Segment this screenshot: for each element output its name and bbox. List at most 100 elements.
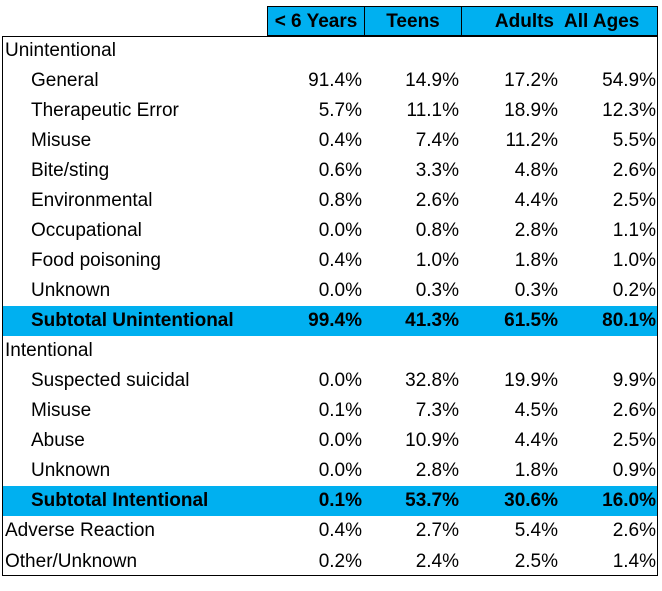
cell-value: 0.9% (612, 460, 656, 481)
cell-value: 61.5% (504, 310, 558, 331)
cell-value: 0.6% (318, 160, 362, 181)
table-row: Unknown 0.0% 0.3% 0.3% 0.2% (2, 276, 658, 306)
cell-value: 0.8% (318, 190, 362, 211)
row-label: Unintentional (5, 40, 116, 61)
table-row: Food poisoning 0.4% 1.0% 1.8% 1.0% (2, 246, 658, 276)
cell-value: 0.3% (514, 280, 558, 301)
cell-value: 0.0% (318, 220, 362, 241)
subtotal-row: Subtotal Unintentional 99.4% 41.3% 61.5% 80.… (2, 306, 658, 336)
cell-value: 1.0% (612, 250, 656, 271)
row-label: General (31, 70, 99, 91)
header-row: < 6 Years Teens Adults All Ages (2, 6, 658, 36)
table-row: Bite/sting 0.6% 3.3% 4.8% 2.6% (2, 156, 658, 186)
table-row: Environmental 0.8% 2.6% 4.4% 2.5% (2, 186, 658, 216)
cell-value: 5.4% (514, 520, 558, 541)
header-under-6: < 6 Years (267, 6, 364, 36)
cell-value: 2.6% (612, 520, 656, 541)
cell-value: 0.1% (318, 490, 362, 511)
cell-value: 17.2% (504, 70, 558, 91)
cell-value: 2.7% (415, 520, 459, 541)
row-label: Other/Unknown (5, 551, 138, 572)
cell-value: 2.6% (612, 160, 656, 181)
cell-value: 53.7% (405, 490, 459, 511)
cell-value: 0.0% (318, 370, 362, 391)
cell-value: 2.6% (612, 400, 656, 421)
row-label: Misuse (31, 400, 92, 421)
subtotal-row: Subtotal Intentional 0.1% 53.7% 30.6% 16.0% (2, 486, 658, 516)
cell-value: 9.9% (612, 370, 656, 391)
table-row: General 91.4% 14.9% 17.2% 54.9% (2, 66, 658, 96)
row-label: Environmental (31, 190, 153, 211)
section-row: Unintentional (2, 36, 658, 66)
table-body: Unintentional General 91.4% 14.9% 17.2% 54.9%… (2, 36, 658, 578)
cell-value: 3.3% (415, 160, 459, 181)
cell-value: 2.5% (612, 430, 656, 451)
table-row: Therapeutic Error 5.7% 11.1% 18.9% 12.3% (2, 96, 658, 126)
cell-value: 1.4% (612, 551, 656, 572)
cell-value: 99.4% (308, 310, 362, 331)
cell-value: 11.2% (505, 130, 558, 151)
cell-value: 91.4% (308, 70, 362, 91)
cell-value: 54.9% (602, 70, 656, 91)
cell-value: 0.2% (612, 280, 656, 301)
cell-value: 2.6% (415, 190, 459, 211)
cell-value: 0.8% (415, 220, 459, 241)
cell-value: 5.5% (612, 130, 656, 151)
cell-value: 0.0% (318, 280, 362, 301)
row-label: Therapeutic Error (31, 100, 179, 121)
cell-value: 0.4% (318, 250, 362, 271)
row-label: Abuse (31, 430, 85, 451)
cell-value: 14.9% (405, 70, 459, 91)
section-row: Other/Unknown 0.2% 2.4% 2.5% 1.4% (2, 546, 658, 578)
cell-value: 18.9% (504, 100, 558, 121)
cell-value: 4.8% (514, 160, 558, 181)
table-row: Unknown 0.0% 2.8% 1.8% 0.9% (2, 456, 658, 486)
cell-value: 32.8% (405, 370, 459, 391)
cell-value: 16.0% (602, 490, 656, 511)
row-label: Unknown (31, 460, 111, 481)
row-label: Unknown (31, 280, 111, 301)
row-label: Food poisoning (31, 250, 161, 271)
row-label: Subtotal Intentional (31, 490, 209, 511)
cell-value: 10.9% (405, 430, 459, 451)
cell-value: 0.0% (318, 460, 362, 481)
header-adults: Adults (461, 6, 560, 36)
table-row: Misuse 0.4% 7.4% 11.2% 5.5% (2, 126, 658, 156)
cell-value: 30.6% (504, 490, 558, 511)
cell-value: 0.1% (318, 400, 362, 421)
table-row: Suspected suicidal 0.0% 32.8% 19.9% 9.9% (2, 366, 658, 396)
cell-value: 12.3% (602, 100, 656, 121)
cell-value: 0.0% (318, 430, 362, 451)
header-teens: Teens (364, 6, 461, 36)
cell-value: 2.4% (415, 551, 459, 572)
cell-value: 41.3% (405, 310, 459, 331)
row-label: Bite/sting (31, 160, 110, 181)
cell-value: 5.7% (318, 100, 362, 121)
cell-value: 7.3% (415, 400, 459, 421)
cell-value: 1.8% (514, 460, 558, 481)
row-label: Adverse Reaction (5, 520, 155, 541)
cell-value: 2.5% (514, 551, 558, 572)
cell-value: 2.8% (415, 460, 459, 481)
cell-value: 4.4% (514, 430, 558, 451)
cell-value: 19.9% (504, 370, 558, 391)
cell-value: 1.0% (415, 250, 459, 271)
row-label: Intentional (5, 340, 93, 361)
table-row: Misuse 0.1% 7.3% 4.5% 2.6% (2, 396, 658, 426)
table-row: Occupational 0.0% 0.8% 2.8% 1.1% (2, 216, 658, 246)
cell-value: 0.4% (318, 130, 362, 151)
cell-value: 4.4% (514, 190, 558, 211)
cell-value: 7.4% (415, 130, 459, 151)
data-table: < 6 Years Teens Adults All Ages Unintent… (2, 6, 658, 578)
header-all-ages: All Ages (560, 6, 658, 36)
cell-value: 0.4% (318, 520, 362, 541)
table-row: Abuse 0.0% 10.9% 4.4% 2.5% (2, 426, 658, 456)
row-label: Subtotal Unintentional (31, 310, 234, 331)
cell-value: 2.8% (514, 220, 558, 241)
cell-value: 1.8% (514, 250, 558, 271)
cell-value: 0.3% (415, 280, 459, 301)
cell-value: 11.1% (406, 100, 459, 121)
section-row: Adverse Reaction 0.4% 2.7% 5.4% 2.6% (2, 516, 658, 546)
row-label: Occupational (31, 220, 142, 241)
section-row: Intentional (2, 336, 658, 366)
